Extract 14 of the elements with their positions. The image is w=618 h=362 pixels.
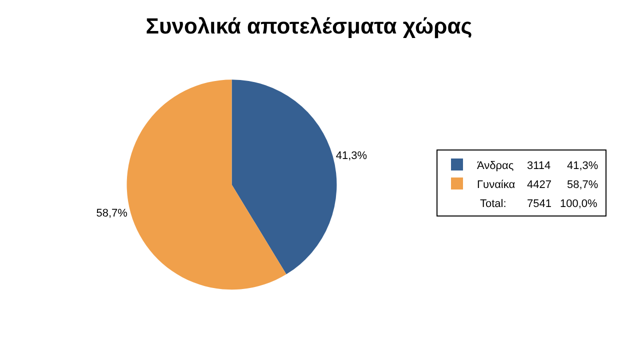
text: 41,3% [567,160,598,172]
legend-label: Άνδρας [477,160,514,172]
text: 7541 [527,198,552,210]
data-label: 58,7% [96,207,128,220]
pie-slice [126,80,286,290]
data-label: 41,3% [336,150,368,162]
text: Total: [480,198,506,210]
text: 4427 [527,179,552,191]
legend-label: Γυναίκα [477,178,516,191]
text: 58,7% [567,179,598,191]
text: 100,0% [560,198,598,210]
chart-title: Συνολικά αποτελέσματα χώρας [146,14,472,38]
pie-slice [232,80,337,274]
text: 3114 [527,160,551,172]
